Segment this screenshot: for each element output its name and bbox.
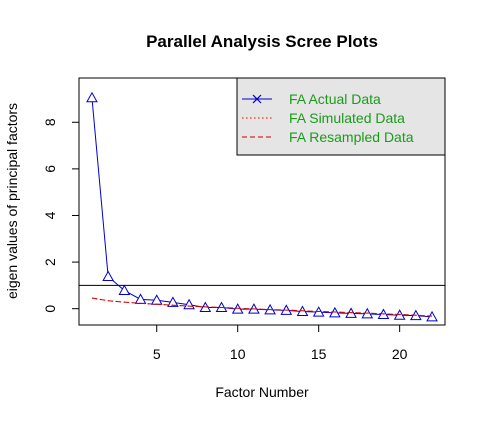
x-axis-label: Factor Number xyxy=(215,384,309,400)
x-tick-label: 5 xyxy=(153,346,161,362)
y-tick-label: 4 xyxy=(42,211,58,219)
actual-data-point xyxy=(102,270,115,282)
x-axis: 5 10 15 20 xyxy=(153,325,408,362)
series-layer xyxy=(86,91,438,322)
actual-data-point xyxy=(167,296,179,307)
series-line-3 xyxy=(91,297,433,317)
y-tick-label: 0 xyxy=(42,305,58,313)
y-axis: 0 2 4 6 8 xyxy=(42,118,79,313)
legend-label-1: FA Actual Data xyxy=(289,91,381,107)
actual-data-point xyxy=(86,91,98,103)
x-tick-label: 20 xyxy=(392,346,408,362)
y-tick-label: 8 xyxy=(42,118,58,126)
y-tick-label: 6 xyxy=(42,165,58,173)
legend-box xyxy=(236,77,446,156)
legend-label-2: FA Simulated Data xyxy=(289,110,405,126)
x-tick-label: 10 xyxy=(230,346,246,362)
y-tick-label: 2 xyxy=(42,258,58,266)
legend-marker-x xyxy=(252,94,262,104)
chart-title: Parallel Analysis Scree Plots xyxy=(146,32,378,51)
actual-data-point xyxy=(134,293,147,304)
actual-data-point xyxy=(118,284,131,296)
legend: FA Actual Data FA Simulated Data FA Resamp… xyxy=(236,77,446,156)
y-axis-label: eigen values of principal factors xyxy=(4,103,20,299)
legend-label-3: FA Resampled Data xyxy=(289,129,414,145)
x-tick-label: 15 xyxy=(311,346,327,362)
